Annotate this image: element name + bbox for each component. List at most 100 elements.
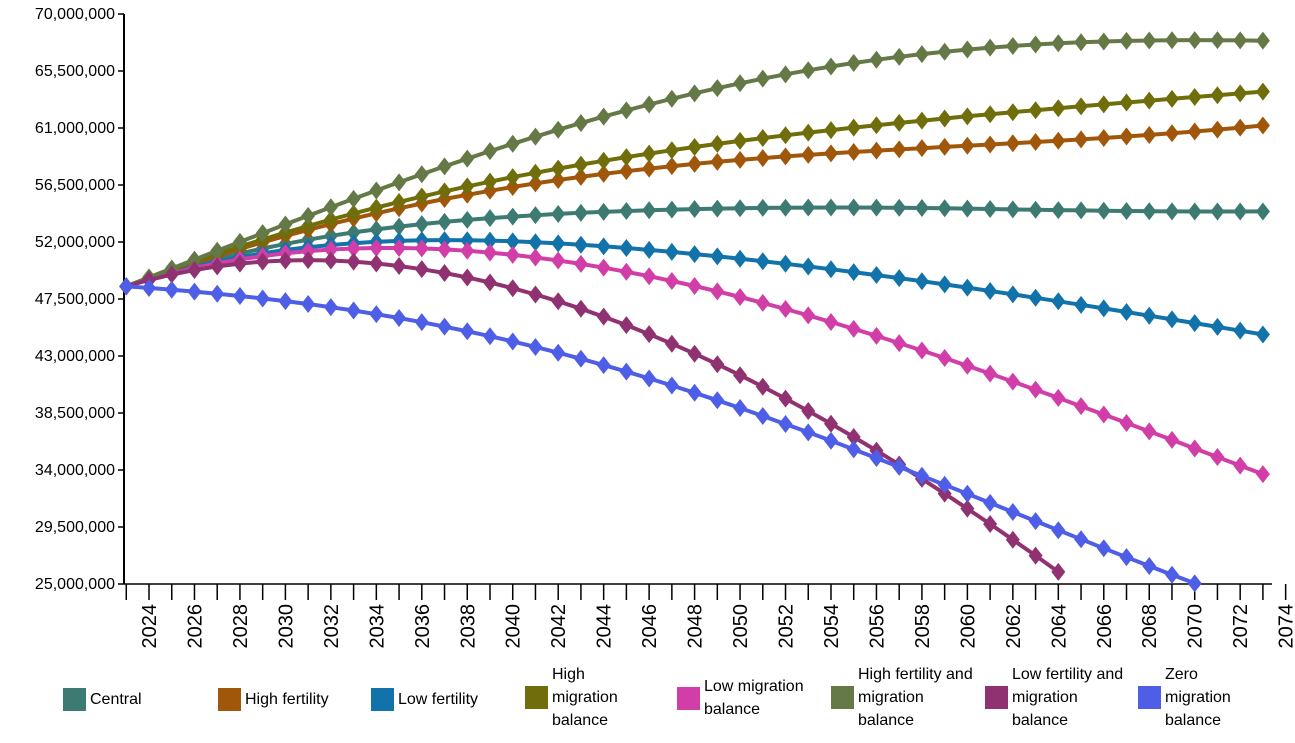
data-point[interactable] [414,187,429,206]
data-point[interactable] [528,206,543,225]
data-point[interactable] [1187,202,1202,221]
data-point[interactable] [1164,89,1179,108]
data-point[interactable] [346,204,361,223]
data-point[interactable] [960,136,975,155]
data-point[interactable] [551,204,566,223]
data-point[interactable] [505,332,520,351]
data-point[interactable] [323,198,338,217]
data-point[interactable] [414,313,429,332]
data-point[interactable] [801,198,816,217]
data-point[interactable] [710,355,725,374]
data-point[interactable] [710,79,725,98]
data-point[interactable] [846,440,861,459]
data-point[interactable] [642,369,657,388]
data-point[interactable] [1164,31,1179,50]
data-point[interactable] [619,148,634,167]
data-point[interactable] [1255,82,1270,101]
data-point[interactable] [687,200,702,219]
data-point[interactable] [1164,202,1179,221]
data-point[interactable] [1210,31,1225,50]
data-point[interactable] [460,210,475,229]
data-point[interactable] [664,271,679,290]
data-point[interactable] [1255,116,1270,135]
data-point[interactable] [1142,31,1157,50]
data-point[interactable] [778,300,793,319]
data-point[interactable] [142,278,157,297]
data-point[interactable] [619,202,634,221]
data-point[interactable] [460,149,475,168]
data-point[interactable] [1051,99,1066,118]
data-point[interactable] [801,257,816,276]
data-point[interactable] [1210,120,1225,139]
data-point[interactable] [414,165,429,184]
data-point[interactable] [733,199,748,218]
data-point[interactable] [733,249,748,268]
data-point[interactable] [1096,539,1111,558]
data-point[interactable] [983,38,998,57]
data-point[interactable] [619,316,634,335]
data-point[interactable] [664,334,679,353]
data-point[interactable] [733,150,748,169]
data-point[interactable] [1164,430,1179,449]
data-point[interactable] [687,154,702,173]
data-point[interactable] [778,254,793,273]
data-point[interactable] [1142,202,1157,221]
data-point[interactable] [960,278,975,297]
data-point[interactable] [346,301,361,320]
data-point[interactable] [914,45,929,64]
data-point[interactable] [937,137,952,156]
data-point[interactable] [619,101,634,120]
data-point[interactable] [937,42,952,61]
data-point[interactable] [960,356,975,375]
data-point[interactable] [642,201,657,220]
data-point[interactable] [1119,303,1134,322]
legend-item-low-fertility-and-migration-balance[interactable]: Low fertility and migration balance [985,663,1135,732]
data-point[interactable] [823,313,838,332]
data-point[interactable] [301,295,316,314]
data-point[interactable] [960,484,975,503]
data-point[interactable] [323,251,338,270]
data-point[interactable] [323,298,338,317]
data-point[interactable] [1233,31,1248,50]
data-point[interactable] [1005,200,1020,219]
data-point[interactable] [983,364,998,383]
data-point[interactable] [596,151,611,170]
data-point[interactable] [573,235,588,254]
data-point[interactable] [460,268,475,287]
data-point[interactable] [1142,91,1157,110]
data-point[interactable] [869,449,884,468]
data-point[interactable] [369,220,384,239]
data-point[interactable] [1074,201,1089,220]
data-point[interactable] [482,327,497,346]
data-point[interactable] [1096,32,1111,51]
legend-item-low-migration-balance[interactable]: Low migration balance [677,675,837,721]
data-point[interactable] [164,280,179,299]
data-point[interactable] [255,224,270,243]
data-point[interactable] [801,423,816,442]
data-point[interactable] [232,254,247,273]
data-point[interactable] [1028,101,1043,120]
data-point[interactable] [346,252,361,271]
data-point[interactable] [301,251,316,270]
data-point[interactable] [460,177,475,196]
data-point[interactable] [482,231,497,250]
data-point[interactable] [278,251,293,270]
data-point[interactable] [1233,321,1248,340]
data-point[interactable] [301,242,316,261]
data-point[interactable] [1142,125,1157,144]
data-point[interactable] [1210,448,1225,467]
data-point[interactable] [983,199,998,218]
data-point[interactable] [1005,530,1020,549]
data-point[interactable] [528,233,543,252]
data-point[interactable] [369,198,384,217]
data-point[interactable] [1005,285,1020,304]
data-point[interactable] [369,181,384,200]
data-point[interactable] [301,216,316,235]
data-point[interactable] [1005,372,1020,391]
data-point[interactable] [846,427,861,446]
data-point[interactable] [823,414,838,433]
data-point[interactable] [437,212,452,231]
data-point[interactable] [687,84,702,103]
data-point[interactable] [755,293,770,312]
data-point[interactable] [1051,201,1066,220]
